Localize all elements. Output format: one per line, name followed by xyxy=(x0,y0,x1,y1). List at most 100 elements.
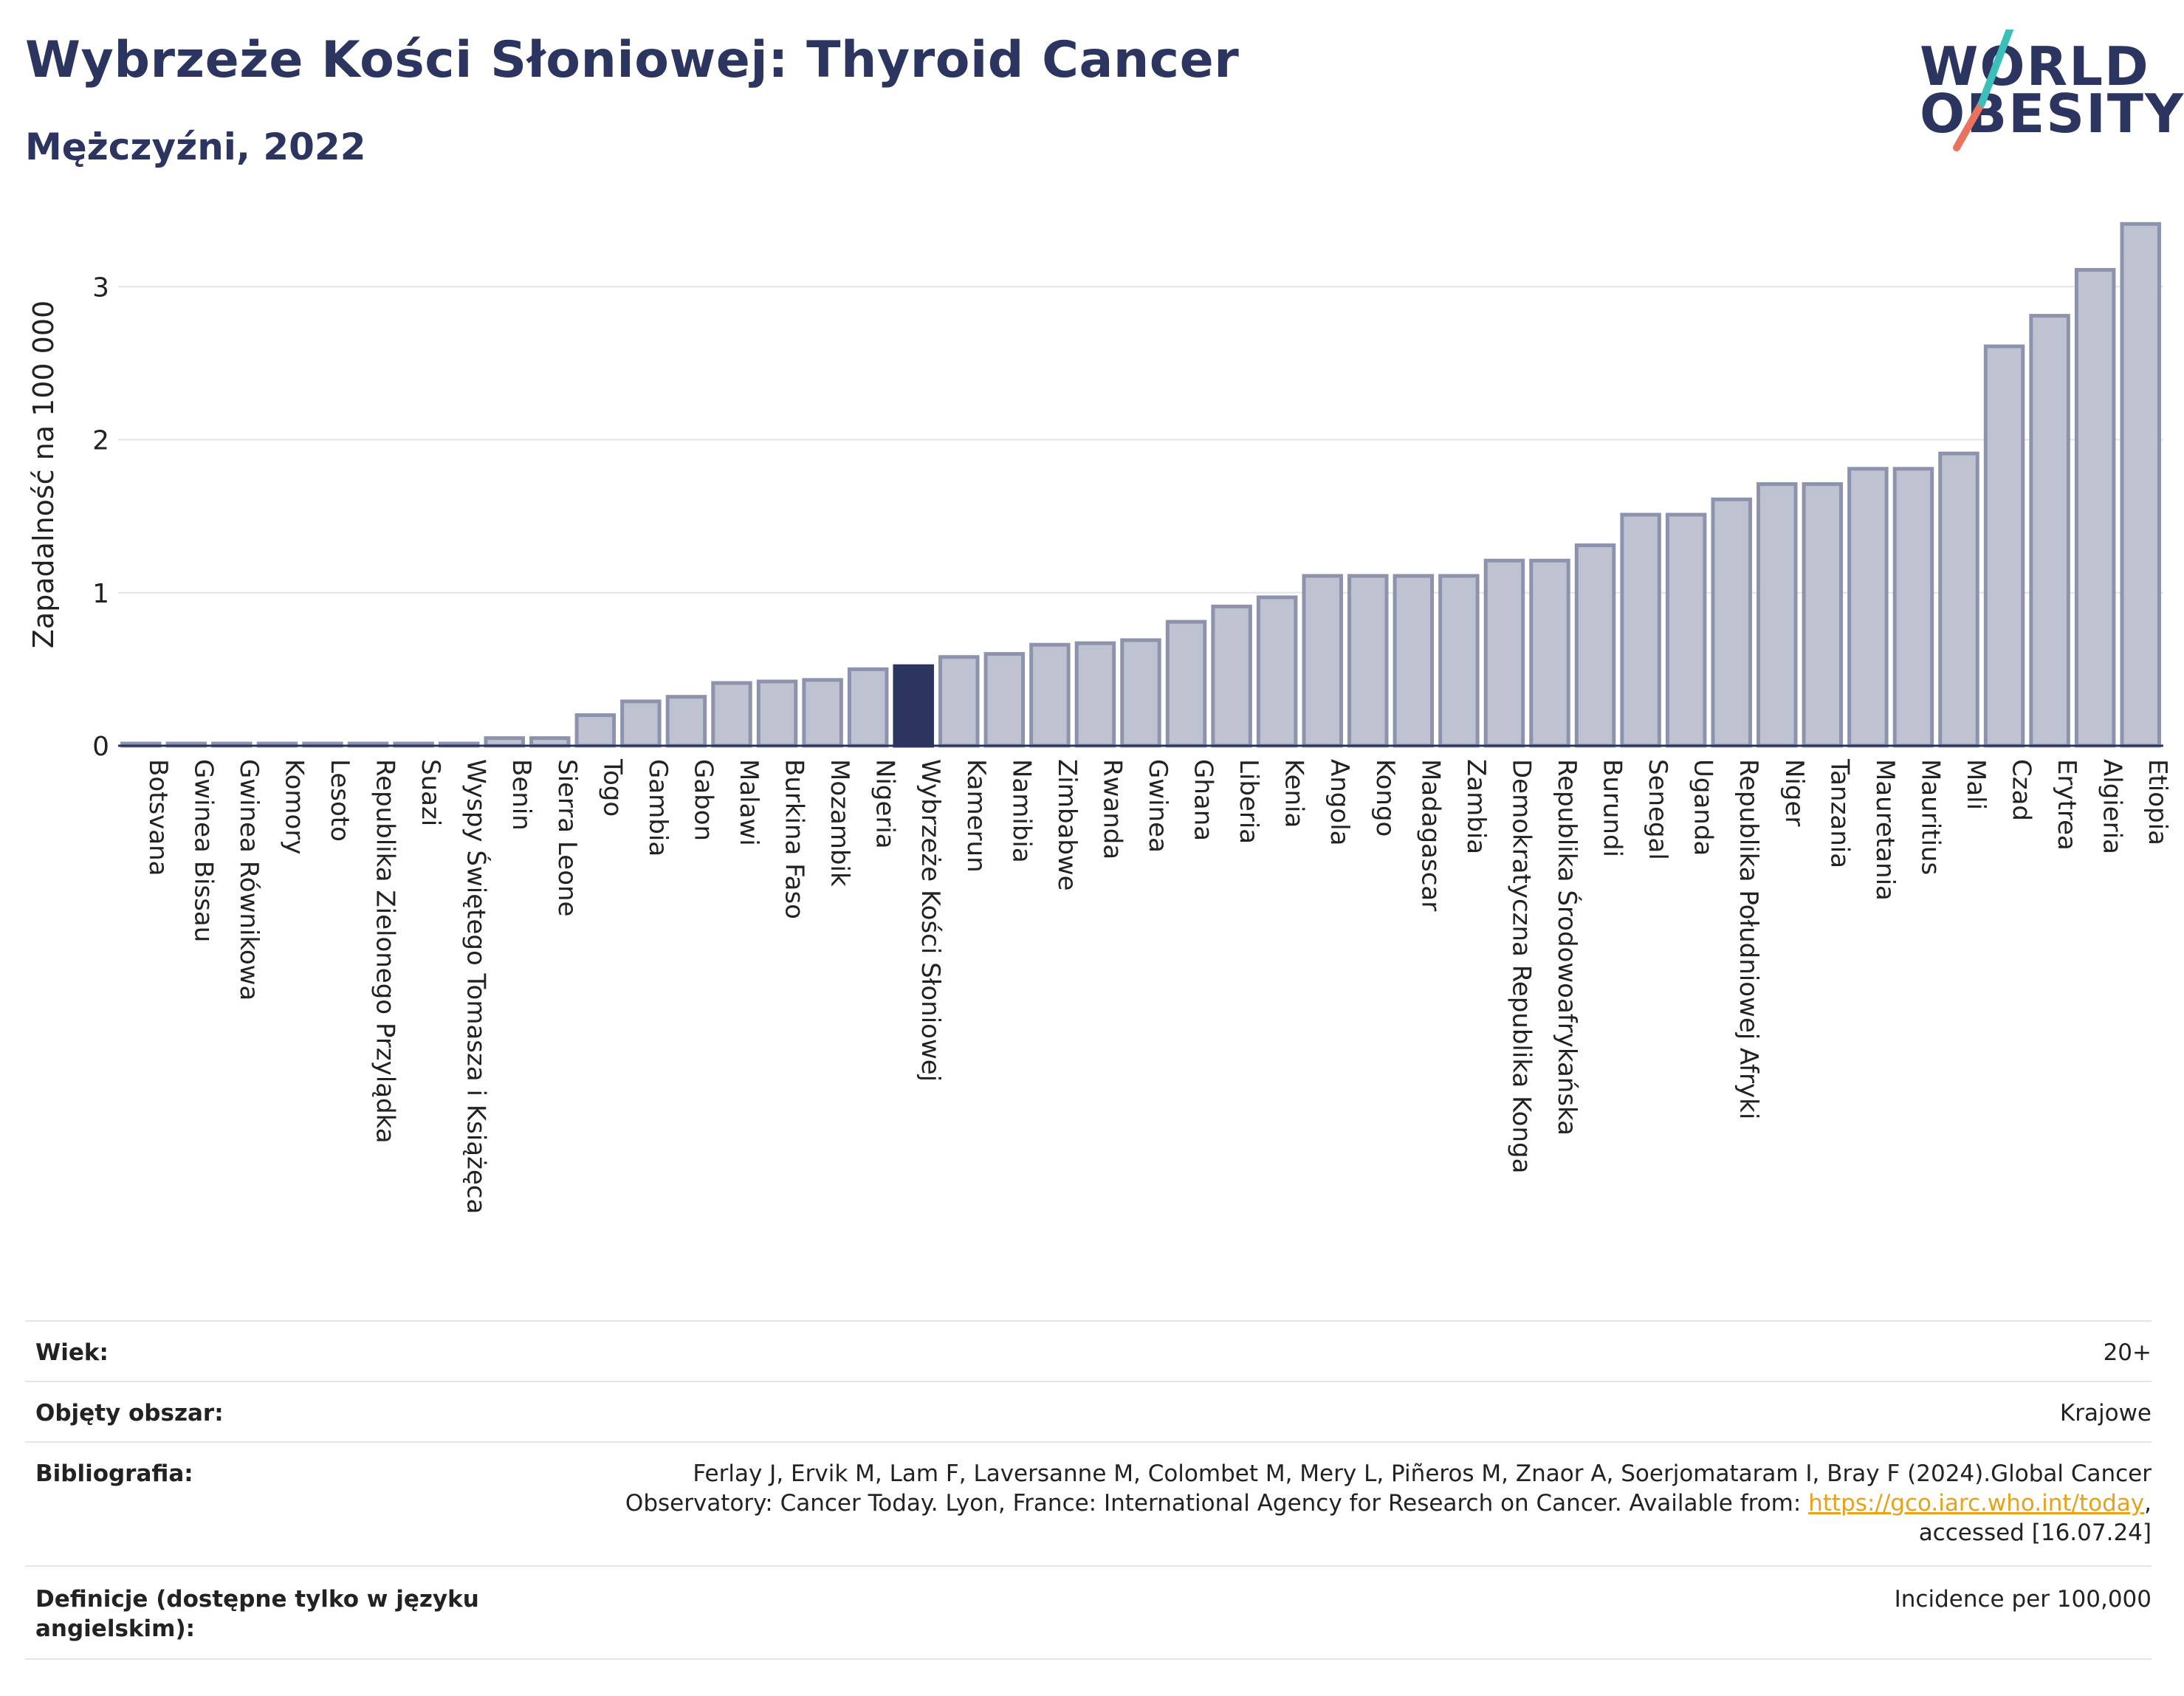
bibliography-link[interactable]: https://gco.iarc.who.int/today xyxy=(1808,1490,2145,1517)
logo-slash-icon xyxy=(1953,30,2013,151)
x-tick-label: Togo xyxy=(597,758,627,817)
x-tick-label: Wyspy Świętego Tomasza i Książęca xyxy=(461,759,492,1214)
x-axis-labels: Botsvana Gwinea Bissau Gwinea Równikowa Kom… xyxy=(143,758,2172,1214)
bar-22 xyxy=(1120,638,1161,748)
bar-38 xyxy=(1847,467,1889,748)
x-tick-label: Namibia xyxy=(1006,759,1036,863)
meta-label-bibliography: Bibliografia: xyxy=(35,1460,193,1487)
bar-36 xyxy=(1757,482,1798,748)
meta-label-area: Objęty obszar: xyxy=(35,1400,224,1427)
bar-9 xyxy=(529,736,571,748)
meta-label-age: Wiek: xyxy=(35,1339,109,1366)
bars xyxy=(120,222,2161,748)
bar-21 xyxy=(1074,641,1116,748)
x-tick-label: Botsvana xyxy=(143,759,173,876)
x-tick-label: Mozambik xyxy=(825,759,854,887)
x-tick-label: Niger xyxy=(1779,759,1809,826)
meta-value-bibliography: Ferlay J, Ervik M, Lam F, Laversanne M, … xyxy=(625,1459,2152,1548)
y-tick-label: 2 xyxy=(92,426,109,456)
y-axis-ticks: 0 1 2 3 xyxy=(92,272,109,762)
bar-25 xyxy=(1256,595,1298,748)
bar-19 xyxy=(983,652,1026,748)
bar-43 xyxy=(2074,267,2116,748)
bar-41 xyxy=(1983,344,2025,748)
meta-row-area: Objęty obszar: Krajowe xyxy=(25,1381,2152,1443)
bibliography-line1: Ferlay J, Ervik M, Lam F, Laversanne M, … xyxy=(693,1460,2152,1487)
bar-42 xyxy=(2029,314,2070,748)
x-tick-label: Zambia xyxy=(1461,759,1491,854)
x-tick-label: Komory xyxy=(279,759,309,854)
definitions-label-line1: Definicje (dostępne tylko w języku xyxy=(35,1586,479,1613)
x-tick-label: Wybrzeże Kości Słoniowej xyxy=(916,759,945,1082)
x-tick-label: Gambia xyxy=(643,759,673,856)
x-tick-label: Liberia xyxy=(1234,759,1263,844)
x-tick-label: Demokratyczna Republika Konga xyxy=(1506,759,1536,1173)
x-tick-label: Ghana xyxy=(1189,759,1218,841)
bar-26 xyxy=(1302,574,1343,748)
x-tick-label: Burkina Faso xyxy=(780,759,809,919)
x-tick-label: Angola xyxy=(1325,759,1354,845)
x-tick-label: Sierra Leone xyxy=(552,759,582,916)
bar-15 xyxy=(802,678,843,748)
x-tick-label: Tanzania xyxy=(1824,758,1854,868)
x-tick-label: Republika Środowoafrykańska xyxy=(1552,759,1582,1136)
meta-label-definitions: Definicje (dostępne tylko w języku angie… xyxy=(35,1585,479,1644)
bar-44 xyxy=(2120,222,2161,748)
x-tick-label: Malawi xyxy=(734,759,763,846)
x-tick-label: Rwanda xyxy=(1097,759,1127,859)
bar-10 xyxy=(574,713,617,748)
bar-40 xyxy=(1938,451,1979,748)
x-tick-label: Mali xyxy=(1961,759,1991,810)
y-axis-label: Zapadalność na 100 000 xyxy=(27,301,60,648)
bar-chart: 0 1 2 3 Botsvana Gwinea Bissau Gwinea Równiko… xyxy=(27,222,2172,1214)
bar-32 xyxy=(1574,543,1616,748)
x-tick-label: Erytrea xyxy=(2052,759,2081,851)
x-tick-label: Republika Zielonego Przylądka xyxy=(371,759,400,1144)
x-tick-label: Kongo xyxy=(1370,759,1400,837)
bar-28 xyxy=(1393,574,1435,748)
x-tick-label: Gwinea Równikowa xyxy=(234,759,264,1000)
bar-16 xyxy=(847,667,889,748)
bibliography-line2-end: , xyxy=(2144,1490,2152,1517)
y-tick-label: 1 xyxy=(92,579,109,609)
x-tick-label: Nigeria xyxy=(870,759,900,849)
bar-14 xyxy=(756,679,798,748)
bar-34 xyxy=(1665,512,1707,748)
bar-13 xyxy=(711,681,752,748)
world-obesity-logo: WORLD OBESITY xyxy=(1920,30,2183,162)
bar-39 xyxy=(1892,467,1934,748)
meta-row-age: Wiek: 20+ xyxy=(25,1320,2152,1382)
x-tick-label: Burundi xyxy=(1598,759,1627,857)
x-tick-label: Gabon xyxy=(688,759,718,841)
x-tick-label: Etiopia xyxy=(2143,759,2172,845)
x-tick-label: Mauretania xyxy=(1870,759,1900,901)
x-tick-label: Algieria xyxy=(2098,759,2127,854)
meta-value-age: 20+ xyxy=(2103,1339,2152,1366)
bibliography-line3: accessed [16.07.24] xyxy=(1918,1520,2152,1546)
x-tick-label: Kenia xyxy=(1280,759,1309,828)
bar-23 xyxy=(1165,619,1207,748)
meta-row-definitions: Definicje (dostępne tylko w języku angie… xyxy=(25,1565,2152,1660)
meta-row-bibliography: Bibliografia: Ferlay J, Ervik M, Lam F, … xyxy=(25,1441,2152,1567)
bar-20 xyxy=(1029,642,1071,748)
bar-33 xyxy=(1620,512,1661,748)
bar-12 xyxy=(665,695,707,748)
bar-35 xyxy=(1711,497,1752,748)
bar-24 xyxy=(1211,604,1252,748)
bibliography-line2: Observatory: Cancer Today. Lyon, France:… xyxy=(625,1489,2152,1518)
bar-30 xyxy=(1483,558,1525,748)
x-tick-label: Kamerun xyxy=(961,759,991,873)
meta-value-definitions: Incidence per 100,000 xyxy=(1894,1586,2152,1613)
meta-value-area: Krajowe xyxy=(2059,1400,2152,1427)
bar-11 xyxy=(620,699,662,748)
bar-37 xyxy=(1802,482,1844,748)
bar-18 xyxy=(938,655,980,748)
x-tick-label: Uganda xyxy=(1689,759,1718,856)
bar-8 xyxy=(484,736,525,748)
chart-subtitle: Mężczyźni, 2022 xyxy=(25,126,366,168)
x-tick-label: Zimbabwe xyxy=(1052,759,1082,891)
bar-31 xyxy=(1529,558,1570,748)
x-tick-label: Lesoto xyxy=(325,759,354,842)
x-tick-label: Mauritius xyxy=(1915,759,1945,875)
x-tick-label: Senegal xyxy=(1643,759,1672,860)
